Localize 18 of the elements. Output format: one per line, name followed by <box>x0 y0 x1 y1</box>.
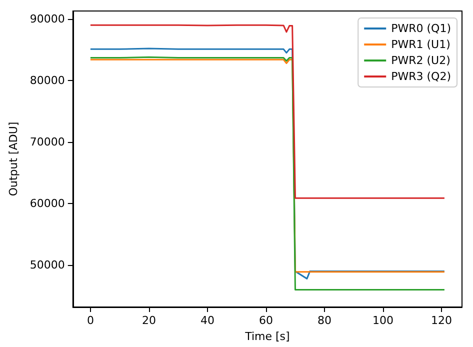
y-tick-label: 60000 <box>30 197 65 210</box>
legend-label: PWR2 (U2) <box>391 54 450 67</box>
legend-label: PWR1 (U1) <box>391 38 450 51</box>
y-tick-label: 80000 <box>30 74 65 88</box>
x-tick-label: 60 <box>258 314 273 327</box>
legend-label: PWR0 (Q1) <box>391 22 452 35</box>
x-tick-label: 120 <box>431 314 452 327</box>
x-axis-title: Time [s] <box>244 330 290 343</box>
y-tick-label: 90000 <box>30 12 65 26</box>
legend-label: PWR3 (Q2) <box>391 70 452 83</box>
x-tick-label: 100 <box>372 314 394 327</box>
x-tick-label: 0 <box>86 314 94 327</box>
x-tick-label: 20 <box>142 314 156 327</box>
x-tick-label: 80 <box>317 314 332 327</box>
x-tick-label: 40 <box>200 314 214 327</box>
y-tick-label: 70000 <box>30 136 65 149</box>
y-axis-title: Output [ADU] <box>7 122 20 196</box>
y-tick-label: 50000 <box>30 258 65 272</box>
